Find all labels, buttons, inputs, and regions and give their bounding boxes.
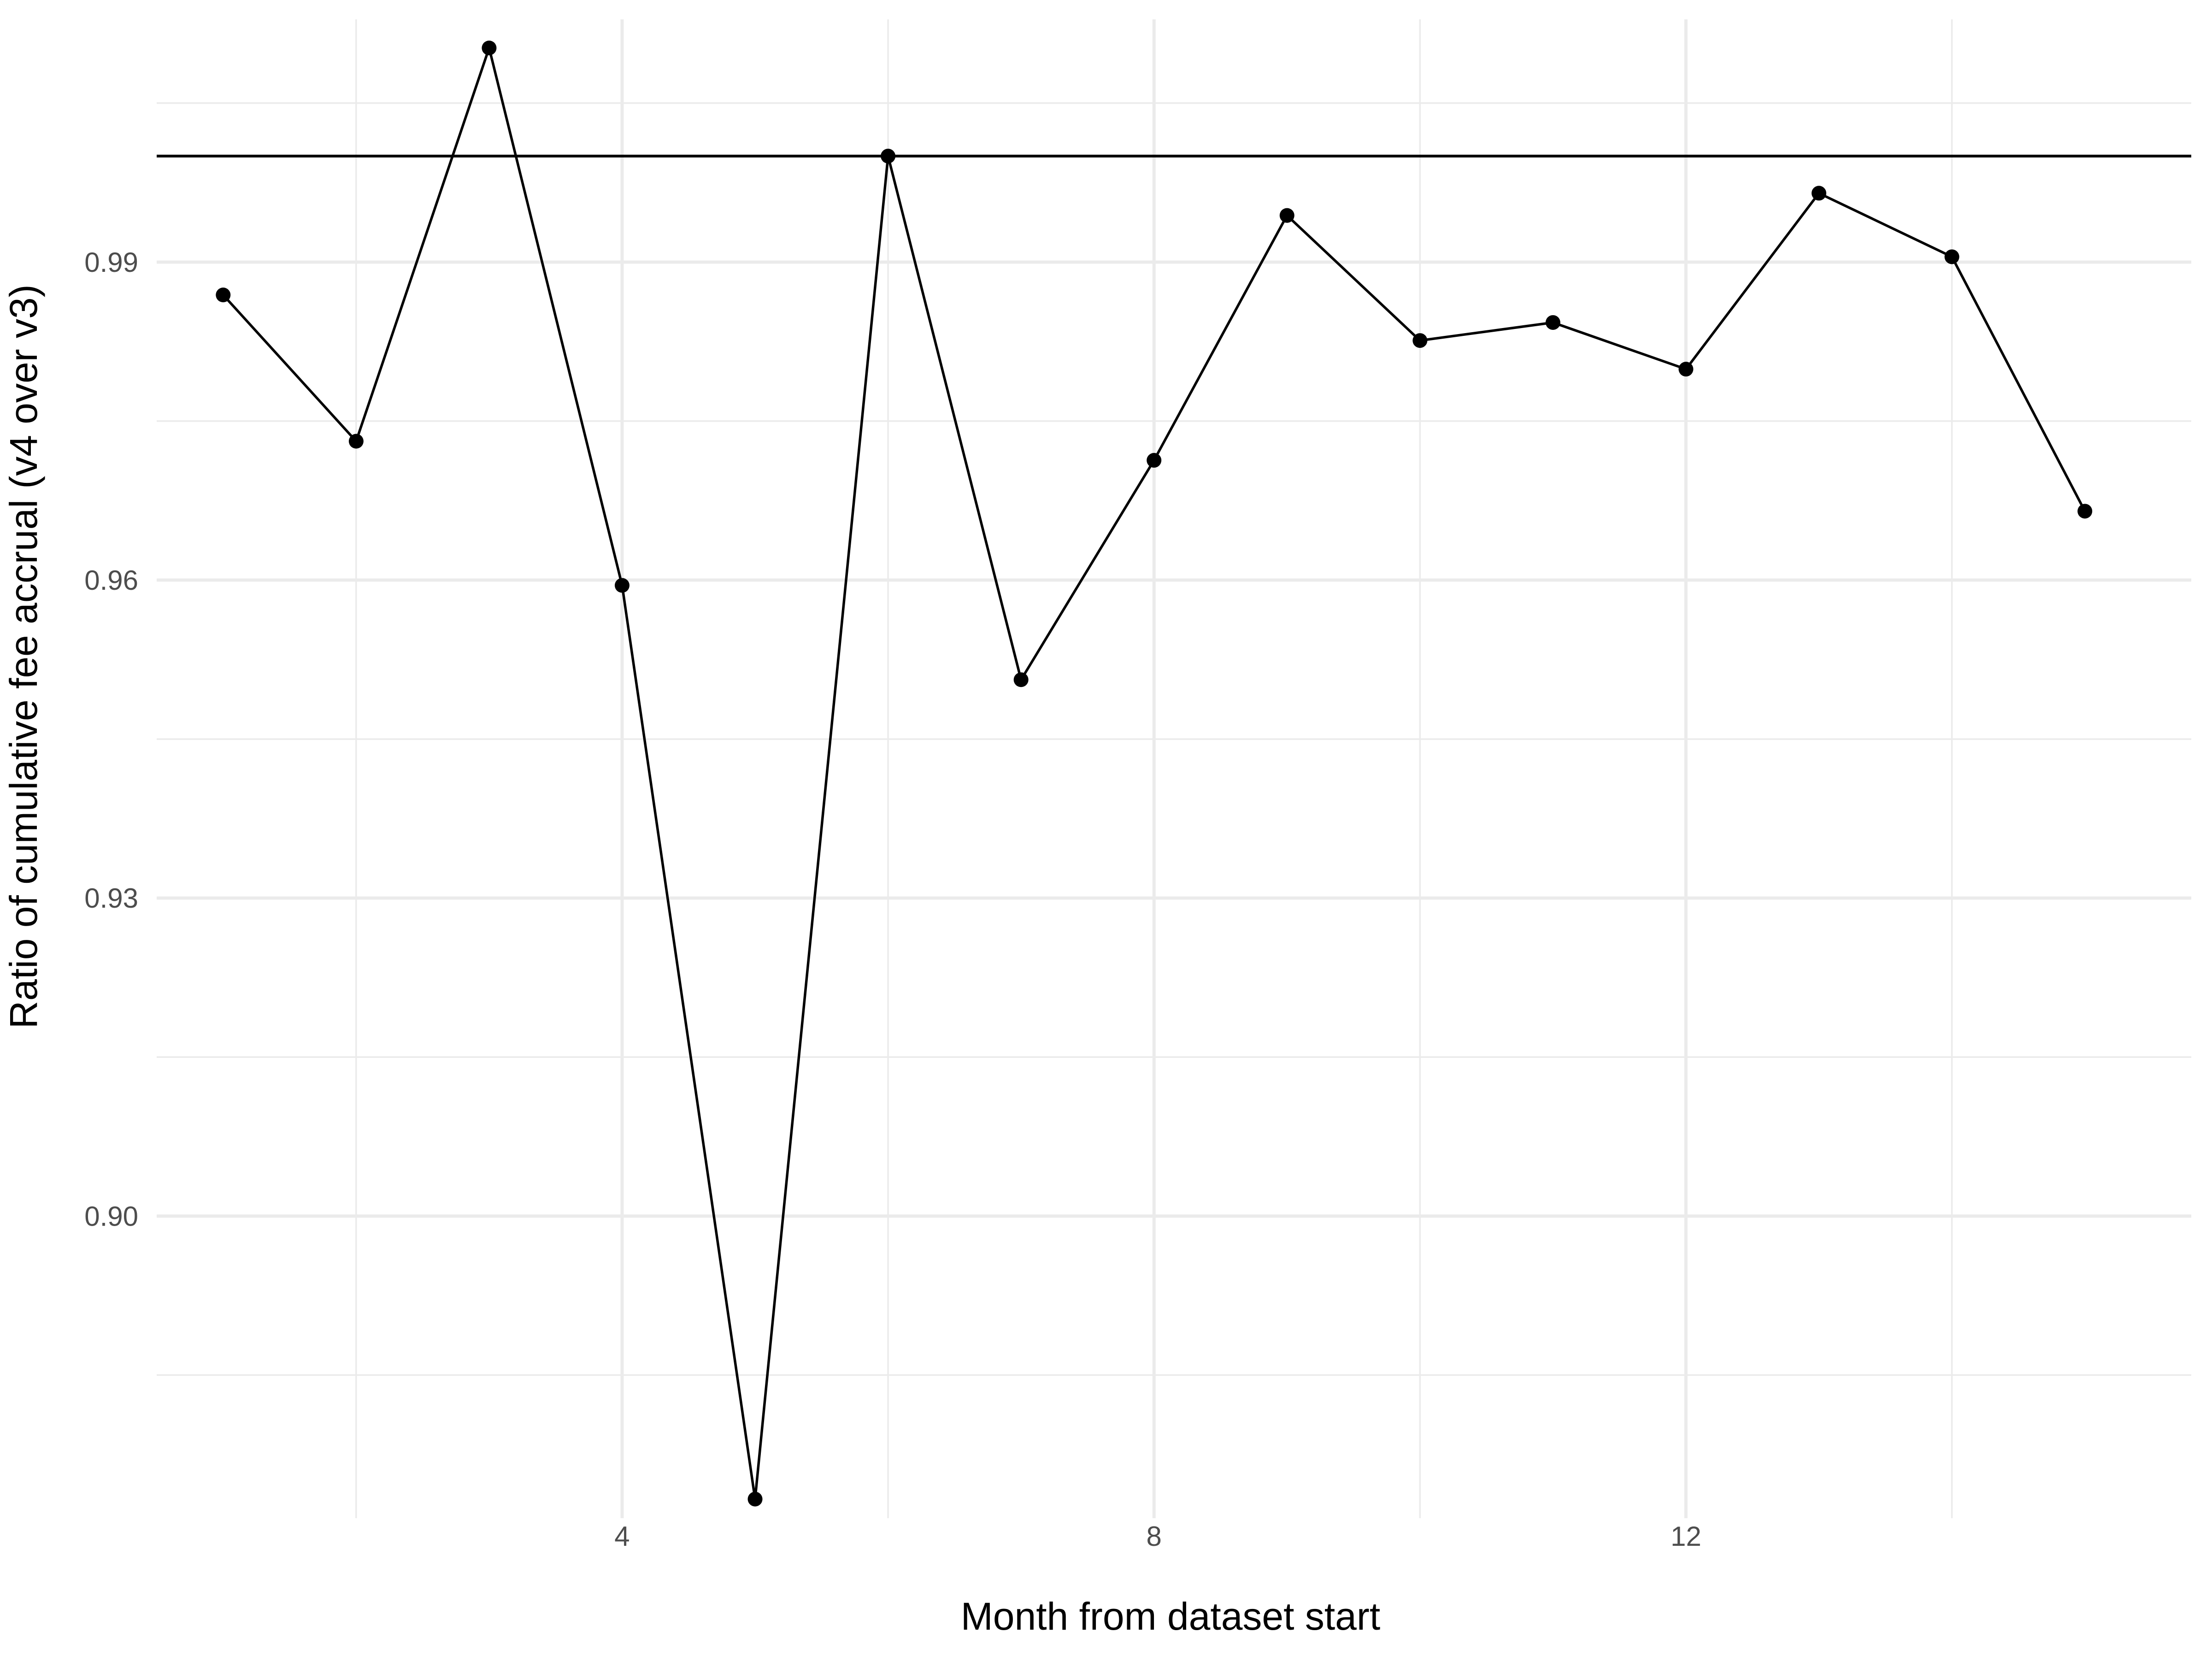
- data-point: [216, 288, 231, 303]
- data-point: [881, 148, 896, 164]
- data-point: [1013, 672, 1029, 687]
- x-tick-label: 12: [1671, 1521, 1701, 1552]
- data-point: [747, 1491, 763, 1507]
- y-tick-label: 0.99: [84, 247, 138, 278]
- data-point: [1412, 333, 1428, 348]
- data-point: [482, 41, 497, 56]
- data-point: [1944, 249, 1959, 264]
- x-tick-label: 4: [614, 1521, 629, 1552]
- minor-gridlines: [157, 19, 2191, 1518]
- data-point: [614, 578, 629, 593]
- x-axis-title: Month from dataset start: [961, 1595, 1380, 1638]
- major-gridlines: [157, 19, 2191, 1518]
- x-axis-tick-labels: 4 8 12: [614, 1521, 1701, 1552]
- data-point: [1678, 362, 1694, 377]
- data-point: [1812, 186, 1827, 201]
- y-tick-label: 0.93: [84, 883, 138, 914]
- data-point: [348, 434, 364, 449]
- data-point: [1279, 208, 1294, 223]
- x-tick-label: 8: [1147, 1521, 1162, 1552]
- data-point: [1147, 453, 1162, 468]
- data-series: [216, 41, 2093, 1507]
- y-tick-label: 0.90: [84, 1201, 138, 1232]
- y-tick-label: 0.96: [84, 565, 138, 596]
- data-point: [1545, 315, 1560, 330]
- y-axis-title: Ratio of cumulative fee accrual (v4 over…: [2, 284, 45, 1028]
- y-axis-tick-labels: 0.90 0.93 0.96 0.99: [84, 247, 138, 1232]
- data-point: [2077, 504, 2093, 519]
